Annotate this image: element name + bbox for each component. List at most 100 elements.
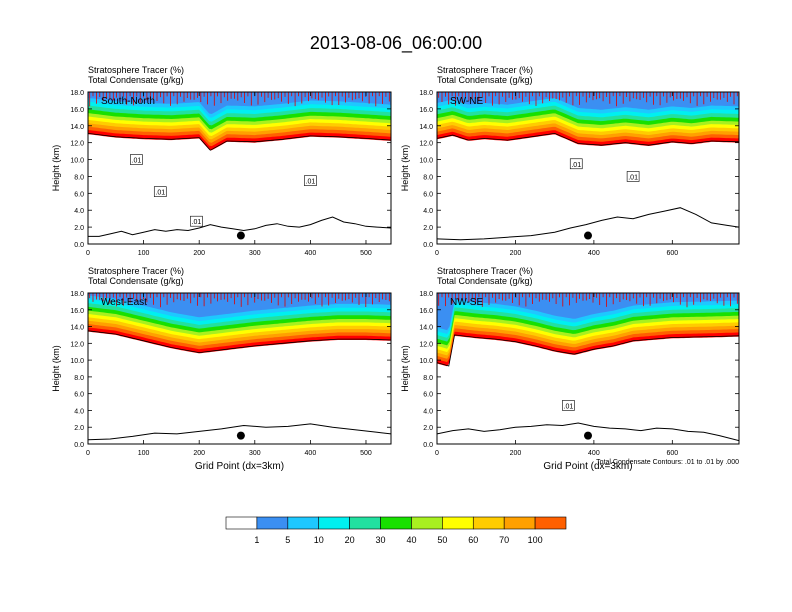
colorbar-swatch [380, 516, 412, 530]
contour-label: .01 [306, 179, 316, 186]
tropopause-contour [437, 132, 739, 146]
colorbar-swatch [318, 516, 350, 530]
terrain-line [437, 422, 739, 442]
colorbar-label: 30 [376, 535, 386, 545]
y-tick-label: 14.0 [419, 124, 433, 131]
y-tick-label: 10.0 [70, 158, 84, 165]
y-axis-label: Height (km) [400, 345, 410, 392]
y-tick-label: 0.0 [423, 242, 433, 249]
tracer-texture [438, 293, 738, 308]
colorbar-label: 20 [345, 535, 355, 545]
colorbar-swatch [534, 516, 567, 530]
x-tick-label: 0 [86, 250, 90, 257]
panels: .01 .01 .01 .01 South-North Stratosphere Trac… [51, 65, 740, 472]
panel-title-line: Total Condensate (g/kg) [88, 75, 184, 85]
contour-note: Total Condensate Contours: .01 to .01 by… [596, 459, 739, 466]
tracer-texture [89, 92, 390, 107]
y-tick-label: 4.0 [74, 408, 84, 415]
y-tick-label: 18.0 [419, 90, 433, 97]
y-tick-label: 18.0 [419, 291, 433, 298]
contour-label-box [304, 175, 317, 186]
y-tick-label: 0.0 [74, 442, 84, 449]
x-tick-label: 600 [666, 450, 678, 457]
y-tick-label: 4.0 [423, 408, 433, 415]
plot-area: .01 .01 .01 .01 [88, 92, 391, 244]
x-tick-label: 400 [588, 450, 600, 457]
y-tick-label: 0.0 [423, 442, 433, 449]
contour-label-box [626, 171, 640, 182]
x-tick-label: 200 [510, 250, 522, 257]
x-axis-label: Grid Point (dx=3km) [543, 461, 632, 472]
panel-label: SW-NE [450, 96, 483, 107]
location-marker [584, 431, 592, 440]
y-tick-label: 2.0 [423, 425, 433, 432]
x-tick-label: 200 [510, 450, 522, 457]
y-tick-label: 6.0 [423, 191, 433, 198]
plot-area: .01 [437, 293, 739, 444]
x-tick-label: 200 [193, 450, 205, 457]
colorbar-swatch [256, 516, 289, 530]
plot-area: .01 .01 [437, 92, 739, 244]
tracer-texture [438, 92, 738, 107]
y-tick-label: 4.0 [423, 208, 433, 215]
terrain-line [88, 216, 391, 237]
panel-nw-se: .01 NW-SE Stratosphere Tracer (%) Total Con… [400, 266, 740, 472]
panel-title-line: Stratosphere Tracer (%) [88, 266, 184, 276]
x-tick-label: 300 [249, 450, 261, 457]
colorbar-swatch [411, 516, 443, 530]
plot-frame [436, 91, 740, 245]
plot-frame [436, 292, 740, 445]
x-tick-label: 0 [435, 450, 439, 457]
x-tick-label: 100 [138, 450, 150, 457]
y-tick-label: 16.0 [70, 308, 84, 315]
x-tick-label: 300 [249, 250, 261, 257]
location-marker [236, 231, 245, 240]
colorbar-label: 60 [468, 535, 478, 545]
x-tick-label: 500 [360, 250, 372, 257]
terrain-line [437, 207, 739, 241]
colorbar-label: 10 [314, 535, 324, 545]
contour-label: .01 [628, 174, 638, 181]
plot-area [88, 293, 391, 444]
tropopause-contour [88, 133, 391, 151]
y-axis-label: Height (km) [51, 145, 61, 192]
contour-label: .01 [564, 403, 574, 410]
y-tick-label: 4.0 [74, 208, 84, 215]
y-tick-label: 10.0 [419, 158, 433, 165]
y-tick-label: 18.0 [70, 291, 84, 298]
colorbar-label: 100 [528, 535, 543, 545]
contour-label: .01 [192, 219, 202, 226]
y-tick-label: 2.0 [74, 225, 84, 232]
y-tick-label: 8.0 [423, 375, 433, 382]
colorbar-label: 40 [406, 535, 416, 545]
y-tick-label: 8.0 [423, 174, 433, 181]
contour-label: .01 [571, 162, 581, 169]
x-tick-label: 200 [193, 250, 205, 257]
tropopause-contour [437, 334, 739, 367]
contour-label-box [130, 154, 143, 165]
y-tick-label: 6.0 [74, 392, 84, 399]
panel-label: NW-SE [450, 297, 483, 308]
y-tick-label: 8.0 [74, 174, 84, 181]
colorbar: 1 5 10 20 30 40 50 60 70 100 [225, 516, 567, 545]
y-tick-label: 6.0 [423, 392, 433, 399]
x-tick-label: 500 [360, 450, 372, 457]
x-tick-label: 600 [666, 250, 678, 257]
y-tick-label: 18.0 [70, 90, 84, 97]
panel-title-line: Total Condensate (g/kg) [88, 276, 184, 286]
x-tick-label: 0 [435, 250, 439, 257]
panel-title-line: Stratosphere Tracer (%) [437, 65, 533, 75]
contour-label-box [562, 400, 575, 411]
y-tick-label: 10.0 [419, 358, 433, 365]
x-tick-label: 400 [305, 450, 317, 457]
contour-label: .01 [132, 158, 142, 165]
colorbar-swatch [442, 516, 474, 530]
x-axis-label: Grid Point (dx=3km) [195, 461, 284, 472]
panel-title-line: Stratosphere Tracer (%) [437, 266, 533, 276]
y-tick-label: 14.0 [70, 325, 84, 332]
y-tick-label: 12.0 [70, 141, 84, 148]
panel-west-east: West-East Stratosphere Tracer (%)Total Co… [51, 266, 392, 472]
colorbar-label: 50 [437, 535, 447, 545]
y-axis-label: Height (km) [400, 145, 410, 192]
